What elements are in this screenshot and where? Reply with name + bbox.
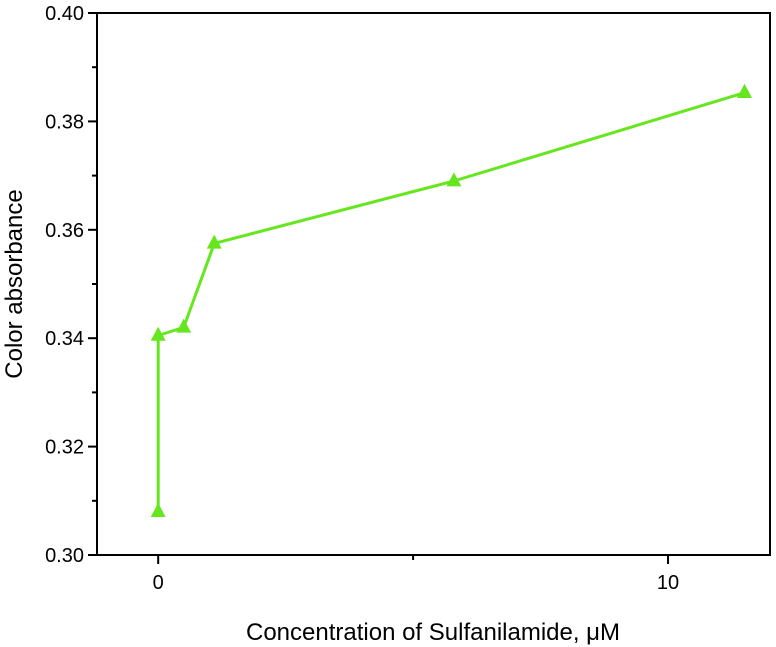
y-tick-label: 0.38 — [45, 111, 84, 133]
y-tick-label: 0.30 — [45, 545, 84, 567]
y-tick-label: 0.34 — [45, 328, 84, 350]
data-point-marker — [150, 326, 166, 341]
x-tick-label: 10 — [657, 572, 679, 594]
data-point-marker — [446, 172, 462, 187]
series-markers — [150, 83, 753, 517]
y-axis-title: Color absorbance — [1, 189, 28, 378]
axis-ticks — [88, 12, 670, 564]
data-point-marker — [737, 83, 753, 98]
y-tick-label: 0.32 — [45, 437, 84, 459]
data-point-marker — [206, 234, 222, 249]
x-tick-label: 0 — [153, 572, 164, 594]
y-tick-label: 0.40 — [45, 3, 84, 25]
x-axis-title: Concentration of Sulfanilamide, μM — [246, 619, 620, 646]
data-point-marker — [176, 318, 192, 333]
series-line — [156, 91, 745, 512]
axis-tick-labels: 0 10 0.30 0.32 0.34 0.36 0.38 0.40 — [45, 3, 679, 594]
data-point-marker — [150, 502, 166, 517]
y-tick-label: 0.36 — [45, 220, 84, 242]
